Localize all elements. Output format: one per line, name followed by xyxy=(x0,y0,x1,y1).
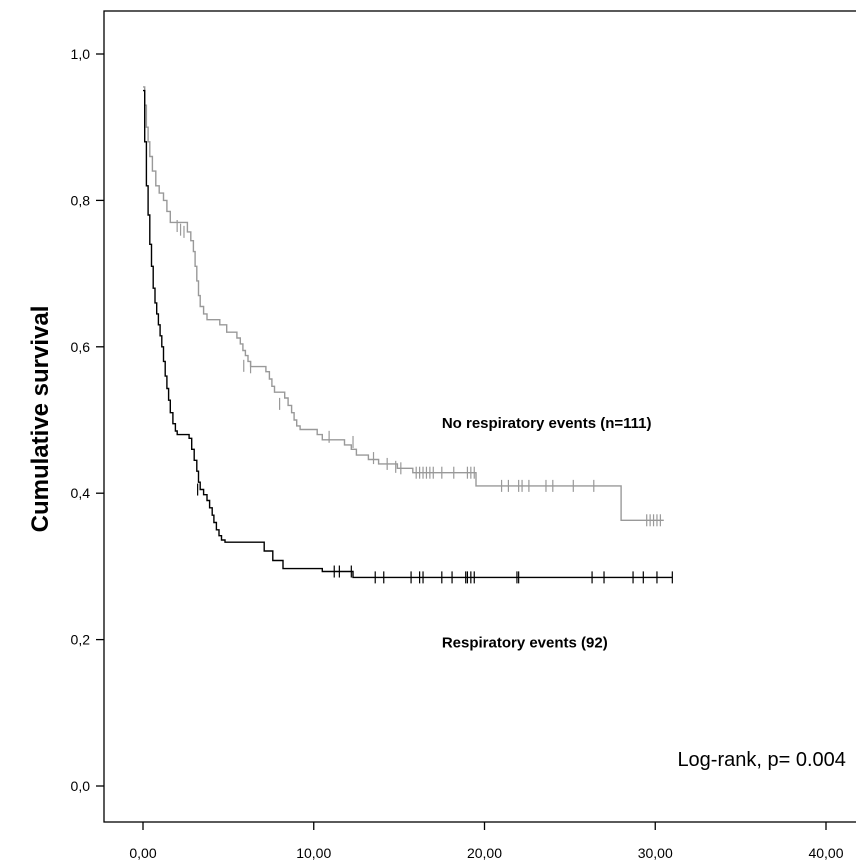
series-label: Respiratory events (92) xyxy=(442,635,608,652)
x-tick-label: 10,00 xyxy=(296,845,331,861)
y-tick-label: 0,0 xyxy=(71,778,91,794)
y-tick-label: 0,6 xyxy=(71,339,91,355)
survival-curve xyxy=(143,89,673,579)
y-tick-label: 0,4 xyxy=(71,485,91,501)
y-tick-label: 0,2 xyxy=(71,632,91,648)
x-tick-label: 0,00 xyxy=(129,845,156,861)
y-axis: 0,0 0,2 0,4 0,6 0,8 1,0 xyxy=(71,46,104,794)
series-layer xyxy=(143,86,673,584)
x-tick-label: 30,00 xyxy=(638,845,673,861)
y-tick-label: 0,8 xyxy=(71,192,91,208)
log-rank-annotation: Log-rank, p= 0.004 xyxy=(677,749,845,771)
x-tick-label: 40,00 xyxy=(808,845,843,861)
y-axis-title: Cumulative survival xyxy=(27,306,54,533)
survival-curve xyxy=(143,86,664,521)
x-tick-label: 20,00 xyxy=(467,845,502,861)
x-axis: 0,00 10,00 20,00 30,00 40,00 xyxy=(129,822,844,861)
series-label: No respiratory events (n=111) xyxy=(442,415,652,432)
y-tick-label: 1,0 xyxy=(71,46,91,62)
label-layer: No respiratory events (n=111) Respiratory… xyxy=(442,415,846,771)
